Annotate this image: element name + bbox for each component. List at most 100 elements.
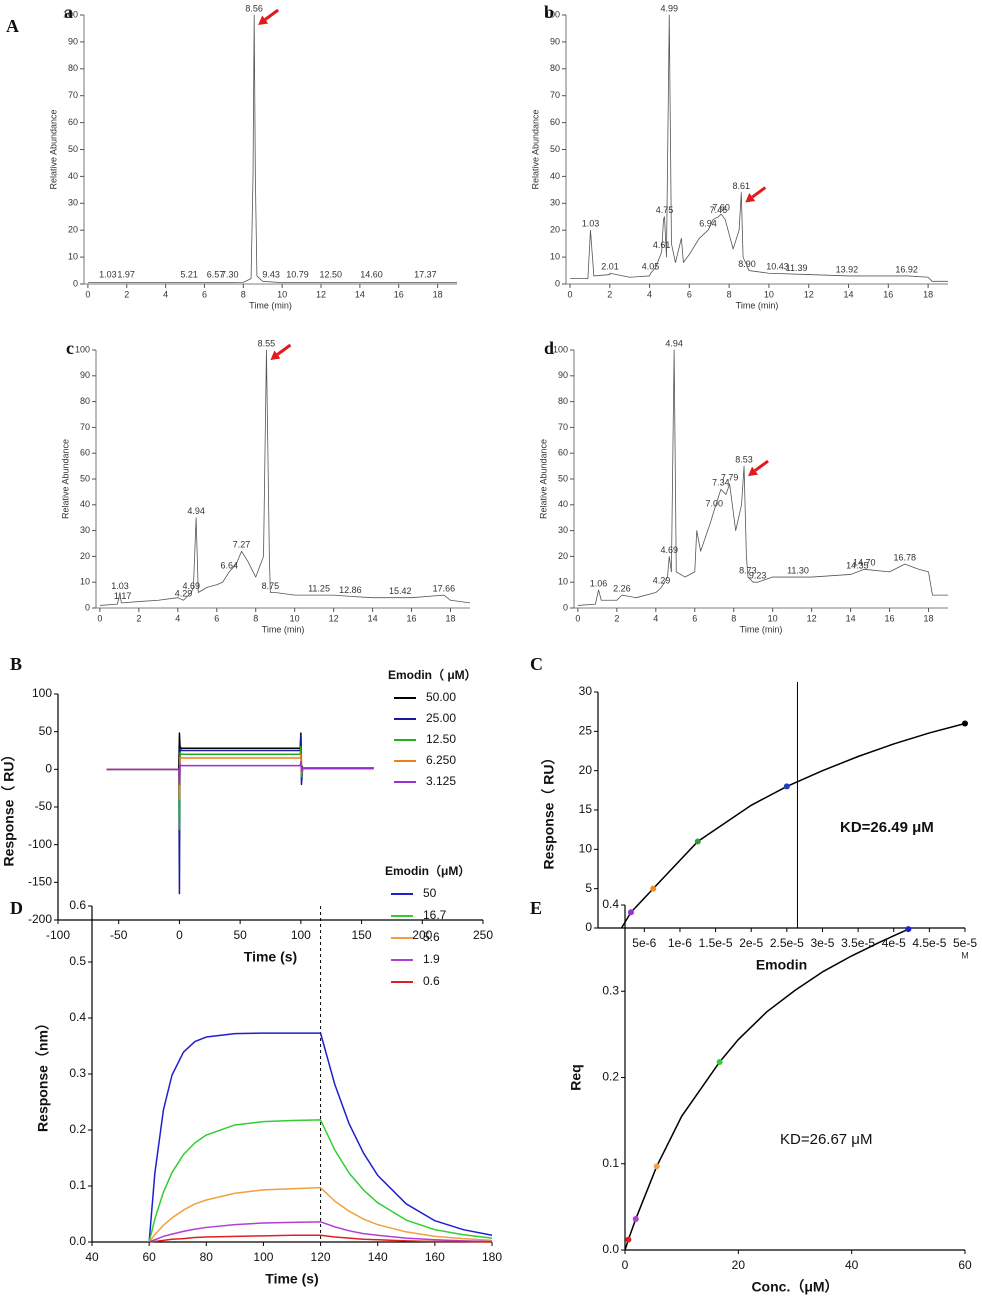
x-tick-label: 14 [355,289,365,299]
legend-label: 0.6 [423,974,440,988]
x-tick-label: 14 [846,613,856,623]
peak-label: 1.03 [99,270,117,280]
y-tick-label: 0.1 [69,1178,86,1192]
x-tick-label: 6 [214,613,219,623]
peak-label: 5.21 [180,270,198,280]
peak-label: 4.29 [175,589,193,599]
legend-title: Emodin（μM） [385,863,470,878]
x-tick-label: 5e-5 [953,936,977,950]
legend-label: 12.50 [426,732,456,746]
peak-label: 10.79 [286,270,309,280]
peak-label: 8.73 [739,565,757,575]
x-tick-label: 120 [311,1250,331,1264]
y-tick-label: 80 [68,63,78,73]
x-tick-label: -100 [46,928,70,942]
y-tick-label: 90 [550,36,560,46]
x-axis-label: Conc.（μM） [751,1279,838,1295]
x-tick-label: 0 [575,613,580,623]
peak-label: 15.42 [389,586,412,596]
data-point [625,1236,632,1243]
peak-label: 4.61 [653,240,671,250]
y-tick-label: 90 [80,370,90,380]
x-tick-label: 40 [85,1250,99,1264]
y-tick-label: 50 [80,473,90,483]
peak-label: 2.01 [601,262,619,272]
peak-label: 11.30 [787,565,809,575]
x-tick-label: 4 [653,613,658,623]
data-point [962,720,968,727]
y-axis-label: Response（ RU） [541,750,557,869]
peak-label: 8.75 [262,581,280,591]
y-tick-label: 80 [80,396,90,406]
y-tick-label: 15 [579,802,593,816]
x-tick-label: 18 [433,289,443,299]
x-tick-label: 3.5e-5 [841,936,875,950]
data-point [627,909,634,916]
legend-label: 6.250 [426,753,456,767]
highlight-arrow-head [745,193,756,203]
x-tick-label: 3e-5 [810,936,834,950]
peak-label: 17.37 [414,270,437,280]
peak-label: 7.79 [721,473,739,483]
highlight-arrow [276,343,292,356]
panel-label: a [64,2,73,22]
peak-label: 8.61 [733,181,751,191]
panel-label: b [544,2,554,22]
data-point [632,1215,639,1222]
peak-label: 14.60 [360,270,383,280]
x-tick-label: 80 [200,1250,214,1264]
x-tick-label: 2 [136,613,141,623]
x-tick-label: 0 [176,928,183,942]
panel-label: d [544,338,554,358]
peak-label: 1.03 [582,219,600,229]
y-tick-label: 20 [558,551,568,561]
series-line [569,14,948,282]
x-tick-label: 6 [202,289,207,299]
x-tick-label: 1e-6 [668,936,692,950]
y-tick-label: 30 [550,198,560,208]
x-tick-label: 140 [368,1250,388,1264]
x-tick-label: 60 [958,1258,972,1272]
data-point [653,1163,660,1170]
data-point [650,885,657,892]
series-line [106,732,374,771]
y-axis-label: Relative Abundance [48,109,58,189]
peak-label: 1.17 [114,591,132,601]
highlight-arrow-head [270,350,281,360]
y-tick-label: -200 [28,912,52,926]
x-tick-label: 100 [291,928,311,942]
x-tick-label: 60 [142,1250,156,1264]
x-tick-label: 8 [727,289,732,299]
x-tick-label: 8 [253,613,258,623]
x-axis-label: Time (min) [736,300,779,310]
x-tick-label: 16 [883,289,893,299]
y-tick-label: 0.6 [69,898,86,912]
x-tick-label: 4 [163,289,168,299]
series-line [106,761,374,786]
y-tick-label: 40 [80,499,90,509]
peak-label: 7.46 [710,205,728,215]
peak-label: 11.39 [786,263,808,273]
panel-label: B [10,654,22,674]
peak-label: 8.90 [738,259,756,269]
y-tick-label: 100 [545,9,560,19]
peak-label: 4.94 [665,338,683,348]
peak-label: 6.64 [220,560,238,570]
x-unit: M [961,950,969,960]
y-tick-label: 0 [585,920,592,934]
x-axis-label: Emodin [756,957,807,973]
x-tick-label: 8 [731,613,736,623]
y-tick-label: 100 [75,344,90,354]
y-tick-label: 0.5 [69,954,86,968]
peak-label: 1.03 [111,581,129,591]
series-line [148,1119,493,1243]
peak-label: 6.94 [699,219,717,229]
panel-label: C [530,654,543,674]
x-tick-label: 4e-5 [882,936,906,950]
y-tick-label: 20 [550,225,560,235]
legend-label: 50 [423,886,437,900]
peak-label: 4.75 [656,205,674,215]
legend-label: 1.9 [423,952,440,966]
x-tick-label: 12 [329,613,339,623]
